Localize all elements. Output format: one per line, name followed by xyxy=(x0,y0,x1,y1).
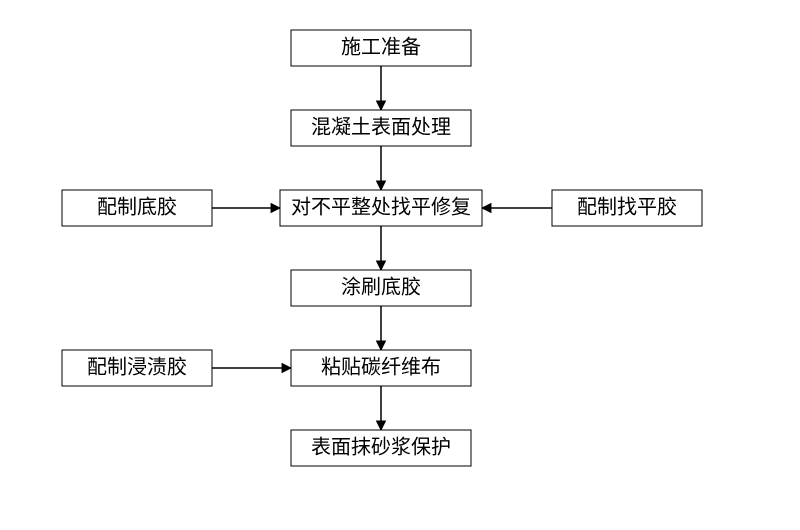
node-label-n8: 配制浸渍胶 xyxy=(87,356,187,379)
node-label-n1: 施工准备 xyxy=(341,36,421,59)
node-n9: 表面抹砂浆保护 xyxy=(291,430,471,466)
node-label-n4: 配制底胶 xyxy=(97,196,177,219)
node-label-n7: 粘贴碳纤维布 xyxy=(321,356,441,379)
node-label-n6: 涂刷底胶 xyxy=(341,276,421,299)
node-label-n9: 表面抹砂浆保护 xyxy=(311,436,451,459)
node-label-n3: 对不平整处找平修复 xyxy=(291,196,471,219)
node-n8: 配制浸渍胶 xyxy=(62,350,212,386)
node-n4: 配制底胶 xyxy=(62,190,212,226)
node-n1: 施工准备 xyxy=(291,30,471,66)
nodes-layer: 施工准备混凝土表面处理对不平整处找平修复 配制底胶 配制找平胶涂刷底胶粘贴碳纤维布 配… xyxy=(62,30,702,466)
node-n2: 混凝土表面处理 xyxy=(291,110,471,146)
flowchart-canvas: 施工准备混凝土表面处理对不平整处找平修复 配制底胶 配制找平胶涂刷底胶粘贴碳纤维布 配… xyxy=(0,0,800,530)
node-n6: 涂刷底胶 xyxy=(291,270,471,306)
node-n7: 粘贴碳纤维布 xyxy=(291,350,471,386)
node-label-n5: 配制找平胶 xyxy=(577,196,677,219)
node-n5: 配制找平胶 xyxy=(552,190,702,226)
node-label-n2: 混凝土表面处理 xyxy=(311,116,451,139)
node-n3: 对不平整处找平修复 xyxy=(280,190,482,226)
